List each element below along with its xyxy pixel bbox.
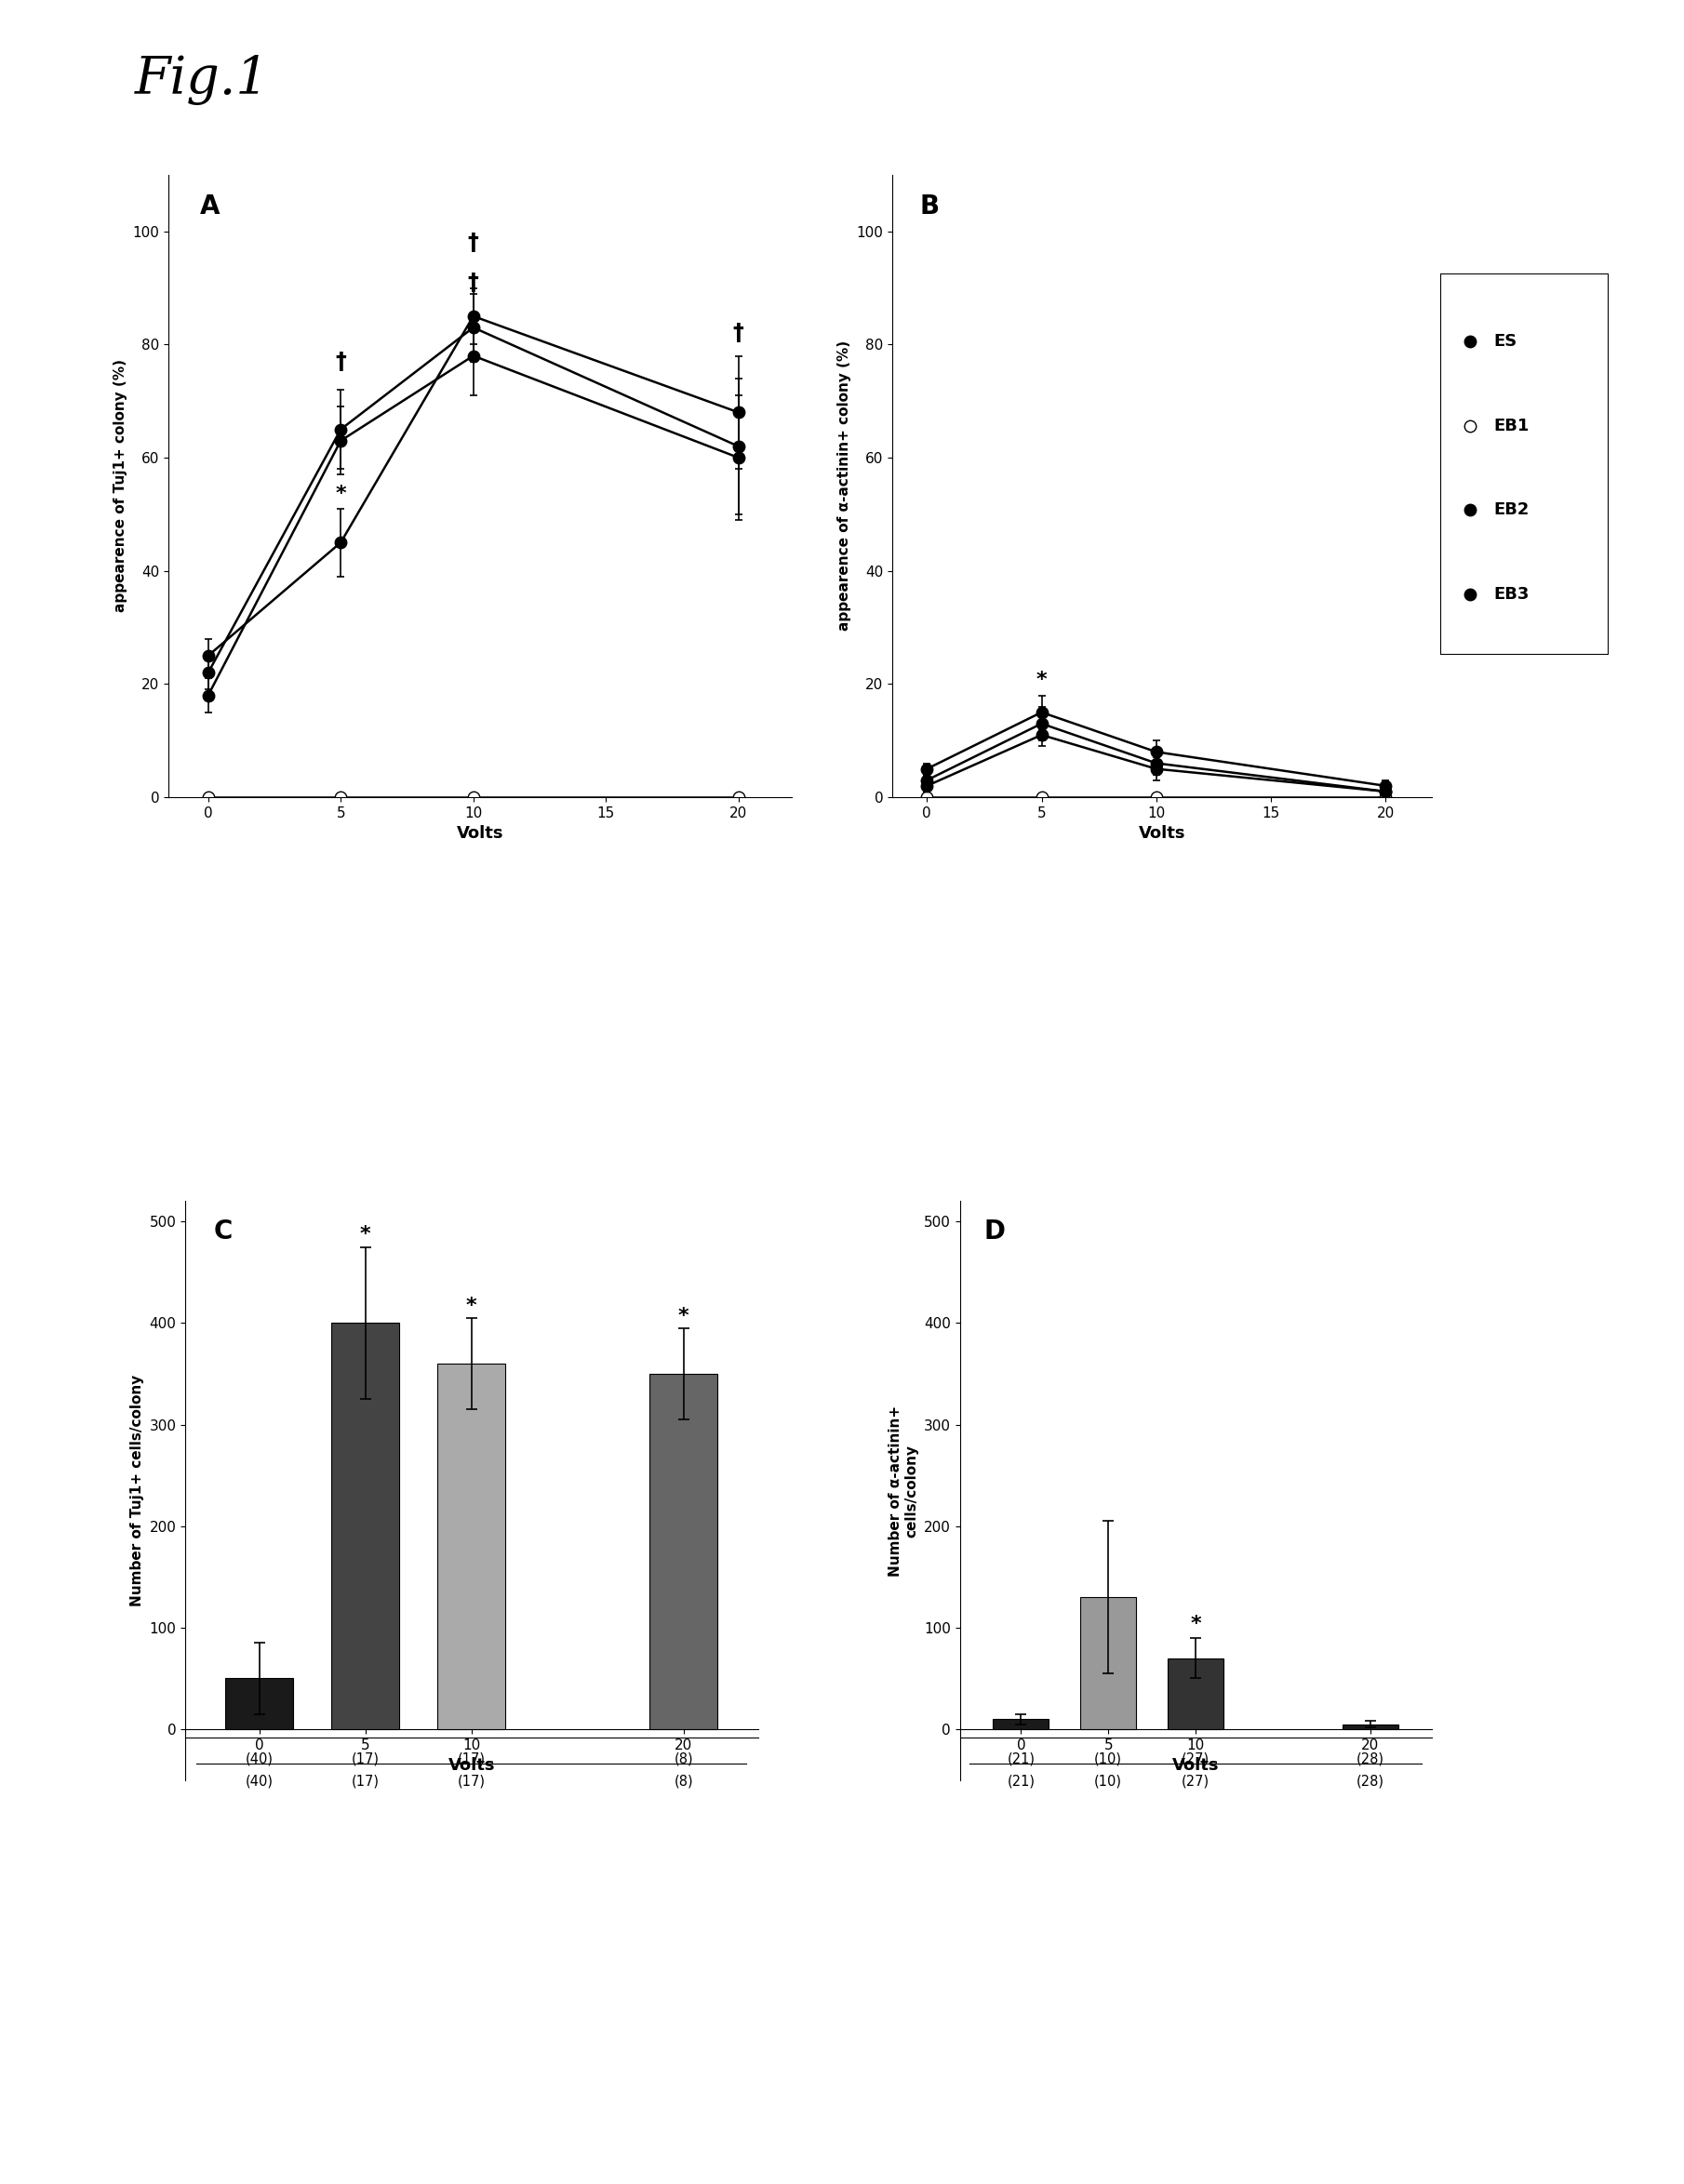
X-axis label: Volts: Volts xyxy=(456,826,504,843)
X-axis label: Volts: Volts xyxy=(1172,1758,1219,1773)
Text: (28): (28) xyxy=(1356,1752,1384,1765)
Bar xyxy=(650,1374,717,1730)
Text: (21): (21) xyxy=(1007,1752,1036,1765)
Text: EB2: EB2 xyxy=(1494,502,1529,518)
Text: (21): (21) xyxy=(1007,1773,1036,1789)
Bar xyxy=(1081,1597,1137,1730)
Text: *: * xyxy=(1191,1616,1201,1634)
Text: (17): (17) xyxy=(352,1752,379,1765)
Text: (40): (40) xyxy=(246,1773,273,1789)
Bar xyxy=(1342,1723,1398,1730)
Text: (28): (28) xyxy=(1356,1773,1384,1789)
Text: Fig.1: Fig.1 xyxy=(135,55,269,105)
X-axis label: Volts: Volts xyxy=(448,1758,495,1773)
Text: *: * xyxy=(360,1225,370,1245)
Text: †: † xyxy=(468,271,478,293)
Text: EB1: EB1 xyxy=(1494,417,1529,435)
Text: *: * xyxy=(335,485,347,502)
Text: (27): (27) xyxy=(1182,1752,1209,1765)
Text: †: † xyxy=(335,349,347,373)
Bar xyxy=(994,1719,1049,1730)
Bar xyxy=(1167,1658,1224,1730)
Text: B: B xyxy=(919,194,940,218)
Text: (17): (17) xyxy=(458,1752,485,1765)
Text: (8): (8) xyxy=(674,1752,694,1765)
Text: ES: ES xyxy=(1494,334,1517,349)
Bar xyxy=(332,1324,399,1730)
Text: (27): (27) xyxy=(1182,1773,1209,1789)
Text: *: * xyxy=(679,1306,689,1326)
Y-axis label: appearence of Tuj1+ colony (%): appearence of Tuj1+ colony (%) xyxy=(113,360,128,612)
Text: †: † xyxy=(468,232,478,253)
Text: (17): (17) xyxy=(352,1773,379,1789)
Text: *: * xyxy=(466,1297,477,1315)
Text: (10): (10) xyxy=(1095,1773,1122,1789)
Text: (40): (40) xyxy=(246,1752,273,1765)
FancyBboxPatch shape xyxy=(1440,273,1608,655)
X-axis label: Volts: Volts xyxy=(1138,826,1186,843)
Text: C: C xyxy=(214,1219,232,1245)
Text: (17): (17) xyxy=(458,1773,485,1789)
Text: †: † xyxy=(733,323,744,345)
Y-axis label: Number of Tuj1+ cells/colony: Number of Tuj1+ cells/colony xyxy=(130,1374,145,1607)
Bar xyxy=(226,1679,293,1730)
Text: (8): (8) xyxy=(674,1773,694,1789)
Text: A: A xyxy=(200,194,219,218)
Text: D: D xyxy=(983,1219,1005,1245)
Y-axis label: appearence of α-actinin+ colony (%): appearence of α-actinin+ colony (%) xyxy=(837,341,852,631)
Text: *: * xyxy=(1036,670,1047,690)
Bar xyxy=(438,1363,505,1730)
Text: (10): (10) xyxy=(1095,1752,1122,1765)
Text: EB3: EB3 xyxy=(1494,585,1529,603)
Y-axis label: Number of α-actinin+
cells/colony: Number of α-actinin+ cells/colony xyxy=(889,1404,919,1577)
